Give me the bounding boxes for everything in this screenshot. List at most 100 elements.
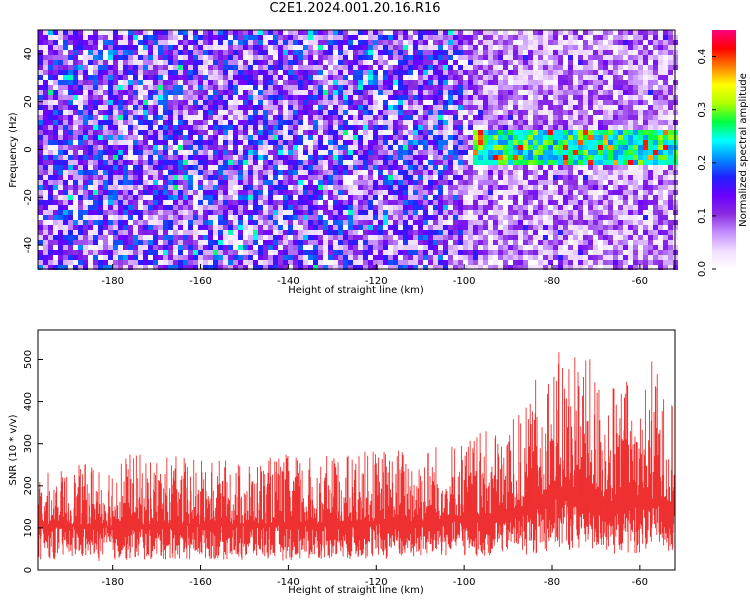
heatmap-cell [148,255,153,260]
heatmap-cell [283,220,288,225]
heatmap-cell [143,160,148,165]
heatmap-cell [53,215,58,220]
heatmap-cell [153,200,158,205]
heatmap-cell [323,210,328,215]
heatmap-cell [308,150,313,155]
heatmap-cell [498,175,503,180]
heatmap-cell [228,230,233,235]
heatmap-cell [468,250,473,255]
heatmap-cell [518,170,523,175]
heatmap-cell [93,205,98,210]
heatmap-cell [343,90,348,95]
heatmap-cell [448,70,453,75]
heatmap-cell [513,235,518,240]
heatmap-cell [303,125,308,130]
heatmap-cell [123,175,128,180]
heatmap-cell [183,220,188,225]
heatmap-cell [68,55,73,60]
heatmap-cell [488,85,493,90]
heatmap-cell [73,220,78,225]
heatmap-cell [398,205,403,210]
heatmap-cell [493,30,498,35]
heatmap-cell [73,70,78,75]
heatmap-cell [503,195,508,200]
heatmap-cell [88,150,93,155]
heatmap-cell [528,130,533,135]
heatmap-cell [203,245,208,250]
heatmap-cell [78,225,83,230]
heatmap-cell [178,65,183,70]
heatmap-cell [218,255,223,260]
heatmap-cell [63,75,68,80]
heatmap-cell [293,160,298,165]
heatmap-cell [268,60,273,65]
heatmap-cell [123,250,128,255]
heatmap-cell [238,100,243,105]
heatmap-cell [213,130,218,135]
heatmap-cell [133,65,138,70]
heatmap-cell [303,185,308,190]
heatmap-cell [313,115,318,120]
heatmap-cell [188,65,193,70]
heatmap-cell [348,80,353,85]
heatmap-cell [78,40,83,45]
heatmap-cell [263,220,268,225]
heatmap-cell [318,140,323,145]
heatmap-cell [243,55,248,60]
heatmap-cell [373,45,378,50]
heatmap-cell [553,165,558,170]
heatmap-cell [433,125,438,130]
heatmap-cell [523,220,528,225]
heatmap-cell [438,45,443,50]
heatmap-cell [388,265,393,270]
heatmap-cell [453,200,458,205]
heatmap-cell [213,165,218,170]
heatmap-cell [273,140,278,145]
heatmap-cell [453,50,458,55]
heatmap-cell [168,95,173,100]
heatmap-cell [348,140,353,145]
heatmap-cell [173,90,178,95]
heatmap-cell [283,105,288,110]
heatmap-cell [118,50,123,55]
heatmap-cell [418,60,423,65]
heatmap-cell [403,45,408,50]
heatmap-cell [333,210,338,215]
heatmap-cell [283,170,288,175]
heatmap-cell [338,110,343,115]
heatmap-cell [213,30,218,35]
heatmap-cell [318,80,323,85]
heatmap-cell [418,35,423,40]
heatmap-cell [488,225,493,230]
heatmap-cell [218,220,223,225]
heatmap-cell [443,260,448,265]
heatmap-cell [258,65,263,70]
heatmap-cell [173,205,178,210]
heatmap-cell [68,240,73,245]
heatmap-cell [48,80,53,85]
heatmap-cell [428,230,433,235]
heatmap-cell [118,155,123,160]
heatmap-cell [298,230,303,235]
heatmap-cell [483,130,488,135]
heatmap-cell [223,30,228,35]
heatmap-cell [148,70,153,75]
heatmap-cell [203,230,208,235]
heatmap-cell [38,145,43,150]
heatmap-cell [238,135,243,140]
heatmap-cell [208,170,213,175]
heatmap-cell [313,255,318,260]
heatmap-cell [168,185,173,190]
heatmap-cell [513,135,518,140]
heatmap-cell [438,235,443,240]
heatmap-cell [378,180,383,185]
heatmap-cell [133,70,138,75]
heatmap-cell [398,50,403,55]
heatmap-cell [48,55,53,60]
heatmap-cell [228,240,233,245]
heatmap-cell [543,110,548,115]
heatmap-cell [218,55,223,60]
heatmap-cell [253,45,258,50]
heatmap-cell [148,150,153,155]
heatmap-cell [528,260,533,265]
